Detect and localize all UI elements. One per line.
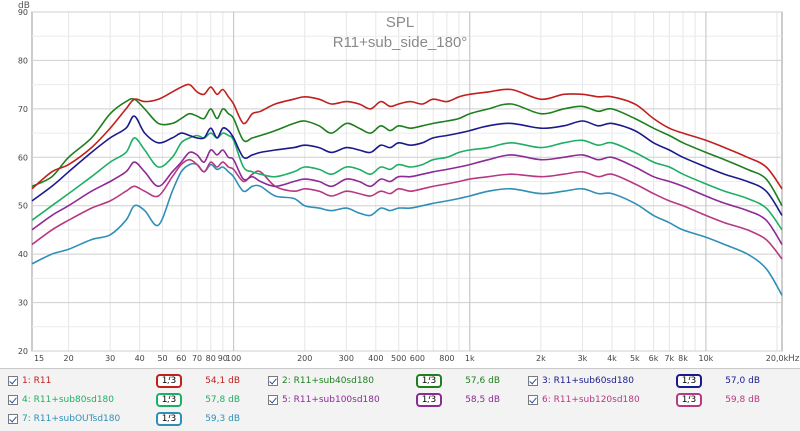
x-tick-label: 600 bbox=[410, 354, 425, 363]
chart-title: SPL bbox=[386, 14, 414, 31]
y-tick-label: 60 bbox=[18, 153, 28, 162]
smoothing-button[interactable]: 1/3 bbox=[416, 374, 442, 388]
chart-subtitle: R11+sub_side_180° bbox=[333, 34, 468, 51]
legend-item-5: 5: R11+sub100sd180 1/3 58,5 dB bbox=[260, 390, 500, 410]
x-tick-label: 8k bbox=[678, 354, 688, 363]
x-tick-label: 20,0k bbox=[766, 354, 789, 363]
y-axis-ticks: 20 30 40 50 60 70 80 90 bbox=[18, 8, 28, 356]
legend-level: 59,3 dB bbox=[205, 414, 240, 424]
series-lines bbox=[31, 83, 783, 296]
x-tick-label: 7k bbox=[664, 354, 674, 363]
legend-level: 58,5 dB bbox=[465, 395, 500, 405]
y-tick-label: 50 bbox=[18, 202, 28, 211]
x-tick-label: 60 bbox=[176, 354, 186, 363]
legend-series-name: 7: R11+subOUTsd180 bbox=[22, 414, 121, 424]
grid bbox=[32, 11, 782, 352]
y-tick-label: 40 bbox=[18, 250, 28, 259]
x-tick-label: 90 bbox=[218, 354, 228, 363]
legend-series-name: 5: R11+sub100sd180 bbox=[282, 395, 380, 405]
series-line-1 bbox=[31, 83, 783, 190]
x-tick-label: 40 bbox=[135, 354, 145, 363]
y-tick-label: 30 bbox=[18, 299, 28, 308]
smoothing-button[interactable]: 1/3 bbox=[156, 374, 182, 388]
legend-level: 59,8 dB bbox=[725, 395, 760, 405]
smoothing-button[interactable]: 1/3 bbox=[156, 412, 182, 426]
legend-item-1: 1: R11 1/3 54,1 dB bbox=[0, 371, 240, 391]
y-tick-label: 20 bbox=[18, 347, 28, 356]
legend-level: 57,6 dB bbox=[465, 376, 500, 386]
series-line-2 bbox=[31, 97, 783, 207]
x-tick-label: 70 bbox=[192, 354, 202, 363]
x-tick-label: 3k bbox=[578, 354, 588, 363]
smoothing-button[interactable]: 1/3 bbox=[416, 393, 442, 407]
legend-checkbox[interactable] bbox=[8, 376, 18, 386]
x-tick-label: 4k bbox=[607, 354, 617, 363]
legend-item-7: 7: R11+subOUTsd180 1/3 59,3 dB bbox=[0, 409, 240, 429]
legend-checkbox[interactable] bbox=[8, 414, 18, 424]
legend-series-name: 1: R11 bbox=[22, 376, 52, 386]
y-tick-label: 90 bbox=[18, 8, 28, 17]
x-tick-label: 200 bbox=[297, 354, 312, 363]
x-tick-label: 1k bbox=[465, 354, 475, 363]
legend-checkbox[interactable] bbox=[268, 395, 278, 405]
x-tick-label: 50 bbox=[157, 354, 167, 363]
x-tick-label: 80 bbox=[206, 354, 216, 363]
x-tick-label: 2k bbox=[536, 354, 546, 363]
legend-item-6: 6: R11+sub120sd180 1/3 59,8 dB bbox=[520, 390, 760, 410]
legend-checkbox[interactable] bbox=[8, 395, 18, 405]
x-tick-label: 10k bbox=[699, 354, 714, 363]
smoothing-button[interactable]: 1/3 bbox=[156, 393, 182, 407]
y-tick-label: 70 bbox=[18, 105, 28, 114]
series-line-5 bbox=[31, 149, 783, 245]
x-tick-label: 30 bbox=[105, 354, 115, 363]
legend-checkbox[interactable] bbox=[528, 395, 538, 405]
series-line-7 bbox=[31, 162, 783, 296]
series-line-6 bbox=[31, 158, 783, 260]
x-axis-label: Hz bbox=[788, 354, 800, 364]
x-tick-label: 300 bbox=[339, 354, 354, 363]
y-tick-label: 80 bbox=[18, 56, 28, 65]
x-tick-label: 800 bbox=[439, 354, 454, 363]
legend-checkbox[interactable] bbox=[528, 376, 538, 386]
legend-series-name: 2: R11+sub40sd180 bbox=[282, 376, 375, 386]
legend-level: 57,8 dB bbox=[205, 395, 240, 405]
legend-level: 57,0 dB bbox=[725, 376, 760, 386]
x-tick-label: 20 bbox=[63, 354, 73, 363]
smoothing-button[interactable]: 1/3 bbox=[676, 374, 702, 388]
legend-series-name: 4: R11+sub80sd180 bbox=[22, 395, 115, 405]
x-tick-label: 15 bbox=[34, 354, 44, 363]
smoothing-button[interactable]: 1/3 bbox=[676, 393, 702, 407]
legend-item-2: 2: R11+sub40sd180 1/3 57,6 dB bbox=[260, 371, 500, 391]
y-axis-label: dB bbox=[18, 1, 30, 11]
x-tick-label: 100 bbox=[226, 354, 241, 363]
legend-series-name: 6: R11+sub120sd180 bbox=[542, 395, 640, 405]
legend-series-name: 3: R11+sub60sd180 bbox=[542, 376, 635, 386]
x-tick-label: 500 bbox=[391, 354, 406, 363]
legend-level: 54,1 dB bbox=[205, 376, 240, 386]
x-tick-label: 400 bbox=[368, 354, 383, 363]
legend-item-3: 3: R11+sub60sd180 1/3 57,0 dB bbox=[520, 371, 760, 391]
legend-item-4: 4: R11+sub80sd180 1/3 57,8 dB bbox=[0, 390, 240, 410]
series-line-3 bbox=[31, 115, 783, 216]
series-line-4 bbox=[31, 132, 783, 231]
legend: 1: R11 1/3 54,1 dB 2: R11+sub40sd180 1/3 57,6… bbox=[0, 368, 800, 431]
legend-checkbox[interactable] bbox=[268, 376, 278, 386]
x-tick-label: 6k bbox=[649, 354, 659, 363]
x-tick-label: 5k bbox=[630, 354, 640, 363]
